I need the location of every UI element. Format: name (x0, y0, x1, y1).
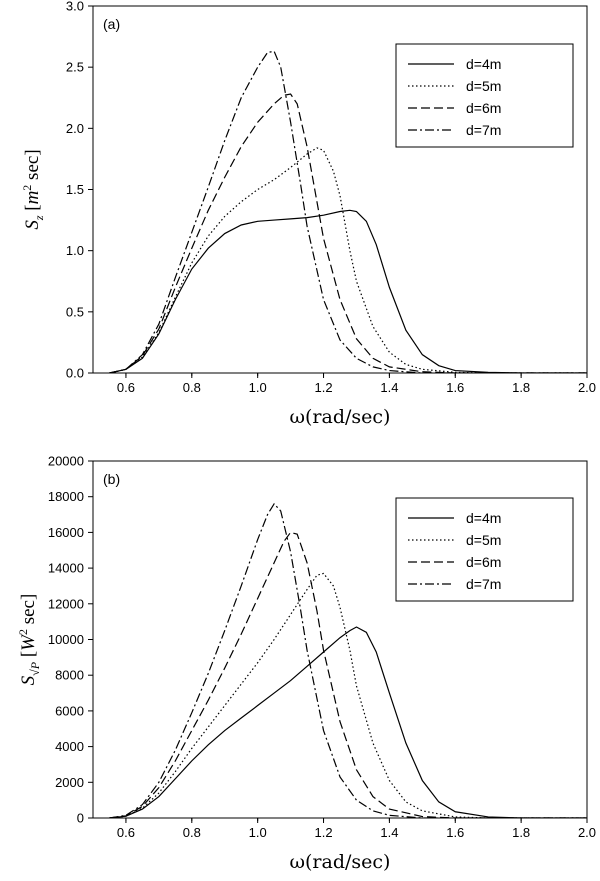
y-label-unit-base: W (18, 633, 39, 651)
legend: d=4m d=5m d=6m d=7m (395, 497, 574, 602)
x-tick-label: 2.0 (578, 825, 596, 840)
x-tick-label: 0.8 (183, 380, 201, 395)
legend-label: d=5m (466, 78, 501, 94)
x-tick-label: 0.8 (183, 825, 201, 840)
series-line-d-5m (109, 572, 587, 818)
y-tick-label: 10000 (48, 632, 84, 647)
y-tick-label: 18000 (48, 489, 84, 504)
y-axis-label: Sz [m2 sec] (20, 149, 46, 229)
panel-label: (a) (103, 16, 120, 32)
y-label-unit-base: m (22, 191, 43, 205)
y-tick-label: 12000 (48, 596, 84, 611)
series-line-d-4m (109, 209, 587, 373)
x-tick-label: 1.2 (314, 825, 332, 840)
series-line-d-6m (109, 531, 587, 818)
x-tick-label: 1.6 (446, 825, 464, 840)
x-tick-label: 1.2 (314, 380, 332, 395)
y-tick-label: 1.0 (66, 243, 84, 258)
x-tick-label: 1.0 (249, 825, 267, 840)
legend-label: d=5m (466, 532, 501, 548)
legend-label: d=6m (466, 100, 501, 116)
x-tick-label: 0.6 (117, 825, 135, 840)
y-label-subscript: z (32, 215, 46, 221)
legend-label: d=7m (466, 122, 501, 138)
y-label-unit-exp: 2 (16, 629, 30, 635)
y-tick-label: 3.0 (66, 0, 84, 14)
x-tick-label: 1.4 (380, 825, 398, 840)
x-tick-label: 0.6 (117, 380, 135, 395)
chart-panel-b: 0.6 0.8 1.0 1.2 1.4 1.6 1.8 2.0 0 2000 4000 6000 800… (16, 454, 596, 874)
y-tick-label: 16000 (48, 525, 84, 540)
y-tick-label: 2000 (55, 775, 84, 790)
panel-label: (b) (103, 471, 120, 487)
x-axis-label: ω(rad/sec) (290, 406, 391, 428)
x-tick-label: 1.8 (512, 825, 530, 840)
y-tick-label: 14000 (48, 561, 84, 576)
y-label-open-bracket: [ (18, 651, 39, 662)
x-tick-label: 1.8 (512, 380, 530, 395)
chart-panel-a: 0.6 0.8 1.0 1.2 1.4 1.6 1.8 2.0 0.0 0.5 1.0 1.5 2.0 2… (20, 0, 596, 428)
y-axis-label: S√P [W2 sec] (16, 594, 42, 686)
y-label-unit-tail: sec] (18, 594, 39, 629)
y-label-unit-exp: 2 (20, 185, 34, 191)
y-tick-label: 20000 (48, 454, 84, 469)
y-tick-label: 4000 (55, 739, 84, 754)
legend-label: d=4m (466, 510, 501, 526)
y-tick-label: 8000 (55, 668, 84, 683)
x-tick-label: 1.6 (446, 380, 464, 395)
y-label-unit-tail: sec] (22, 149, 43, 184)
legend: d=4m d=5m d=6m d=7m (395, 43, 574, 148)
y-tick-label: 0.0 (66, 366, 84, 381)
y-tick-label: 0 (77, 811, 84, 826)
y-label-open-bracket: [ (22, 204, 43, 215)
y-tick-label: 1.5 (66, 182, 84, 197)
legend-label: d=4m (466, 56, 501, 72)
legend-label: d=6m (466, 554, 501, 570)
series-line-d-7m (109, 50, 587, 373)
series-line-d-6m (109, 93, 587, 373)
series-line-d-7m (109, 502, 587, 818)
y-label-subscript: √P (28, 661, 42, 676)
y-tick-label: 6000 (55, 703, 84, 718)
y-label-symbol: S (18, 675, 39, 685)
x-axis-label: ω(rad/sec) (290, 851, 391, 873)
y-tick-label: 2.0 (66, 121, 84, 136)
x-tick-label: 2.0 (578, 380, 596, 395)
x-tick-label: 1.4 (380, 380, 398, 395)
y-label-symbol: S (22, 220, 43, 230)
y-tick-label: 2.5 (66, 60, 84, 75)
legend-label: d=7m (466, 576, 501, 592)
y-tick-label: 0.5 (66, 304, 84, 319)
x-tick-label: 1.0 (249, 380, 267, 395)
series-line-d-5m (109, 147, 587, 373)
